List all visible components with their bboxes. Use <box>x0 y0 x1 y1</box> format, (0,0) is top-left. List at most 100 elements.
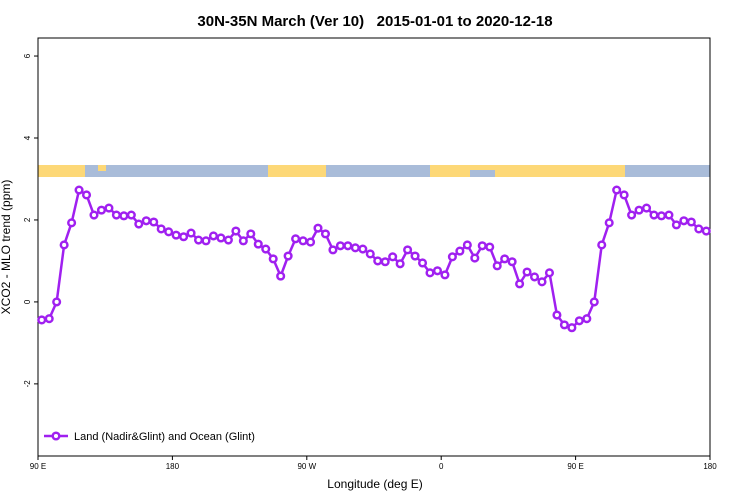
data-point <box>44 314 54 324</box>
data-point <box>515 279 525 289</box>
data-point <box>425 268 435 278</box>
land-strip <box>38 165 85 177</box>
data-point <box>208 231 219 241</box>
data-point <box>686 217 696 227</box>
x-tick-label: 90 E <box>567 462 583 471</box>
y-tick-label: 4 <box>23 135 32 140</box>
data-point <box>500 254 510 264</box>
data-point <box>552 310 562 320</box>
x-tick-label: 90 W <box>297 462 316 471</box>
data-point <box>134 219 144 229</box>
data-point <box>417 258 428 268</box>
data-point <box>231 226 241 236</box>
data-point <box>373 256 383 266</box>
data-point <box>253 239 263 249</box>
data-point <box>582 314 592 324</box>
data-point <box>238 236 248 246</box>
data-point <box>59 240 69 250</box>
x-axis-label: Longitude (deg E) <box>327 477 422 491</box>
plot-frame <box>37 37 711 457</box>
legend-label: Land (Nadir&Glint) and Ocean (Glint) <box>74 431 255 443</box>
data-point <box>544 268 555 278</box>
data-point <box>589 297 599 307</box>
data-point <box>440 270 450 280</box>
y-tick-label: 6 <box>23 53 32 58</box>
data-point <box>679 216 689 226</box>
data-point <box>477 241 487 251</box>
land-strip <box>470 165 495 170</box>
land-strip <box>98 165 106 171</box>
data-point <box>455 246 465 256</box>
data-point <box>179 232 189 242</box>
y-tick-label: -2 <box>23 380 32 388</box>
y-axis-label: XCO2 - MLO trend (ppm) <box>0 180 13 315</box>
land-strip <box>495 165 625 177</box>
data-point <box>313 223 323 233</box>
data-point <box>380 257 390 267</box>
data-point <box>171 230 181 240</box>
data-point <box>96 205 107 215</box>
data-point <box>612 185 622 195</box>
data-point <box>634 205 644 215</box>
data-point <box>149 217 159 227</box>
y-tick-label: 2 <box>23 217 32 222</box>
data-point <box>641 203 652 213</box>
land-strip <box>268 165 326 177</box>
data-point <box>74 185 84 195</box>
chart-title: 30N-35N March (Ver 10) 2015-01-01 to 202… <box>197 13 552 30</box>
data-point <box>358 244 368 254</box>
data-point <box>410 251 420 261</box>
data-point <box>604 218 614 228</box>
data-point <box>559 320 569 330</box>
data-point <box>395 259 405 269</box>
legend-marker <box>51 431 61 441</box>
data-point <box>597 240 607 250</box>
data-point <box>37 315 47 325</box>
data-point <box>111 210 121 220</box>
data-point <box>365 249 375 259</box>
data-point <box>694 224 704 234</box>
data-point <box>186 228 196 238</box>
data-point <box>52 297 62 307</box>
data-point <box>447 252 457 262</box>
data-point <box>470 253 480 263</box>
data-point <box>67 218 77 228</box>
data-point <box>529 272 540 282</box>
data-point <box>320 229 331 239</box>
data-point <box>223 235 233 245</box>
data-point <box>403 245 413 255</box>
data-point <box>126 210 136 220</box>
land-strip <box>430 165 470 177</box>
data-point <box>81 190 92 200</box>
data-point <box>216 233 226 243</box>
data-point <box>649 210 659 220</box>
data-point <box>388 252 398 262</box>
data-point <box>305 237 316 247</box>
data-point <box>627 210 637 220</box>
data-point <box>119 211 129 221</box>
data-point <box>485 242 495 252</box>
data-point <box>492 261 502 271</box>
data-point <box>276 271 286 281</box>
data-point <box>656 211 667 221</box>
data-point <box>141 216 151 226</box>
data-point <box>567 323 577 333</box>
x-tick-label: 180 <box>166 462 180 471</box>
land-ocean-strip <box>38 165 710 177</box>
data-point <box>261 244 271 254</box>
data-point <box>522 267 532 277</box>
data-point <box>156 224 166 234</box>
data-point <box>283 251 293 261</box>
data-point <box>432 266 443 276</box>
data-point <box>201 236 211 246</box>
data-point <box>328 245 338 255</box>
y-tick-label: 0 <box>23 299 32 304</box>
x-tick-label: 0 <box>439 462 444 471</box>
data-point <box>343 241 353 251</box>
data-point <box>335 241 345 251</box>
x-tick-label: 90 E <box>30 462 46 471</box>
data-point <box>574 316 584 326</box>
data-point <box>291 234 301 244</box>
x-tick-label: 180 <box>703 462 717 471</box>
